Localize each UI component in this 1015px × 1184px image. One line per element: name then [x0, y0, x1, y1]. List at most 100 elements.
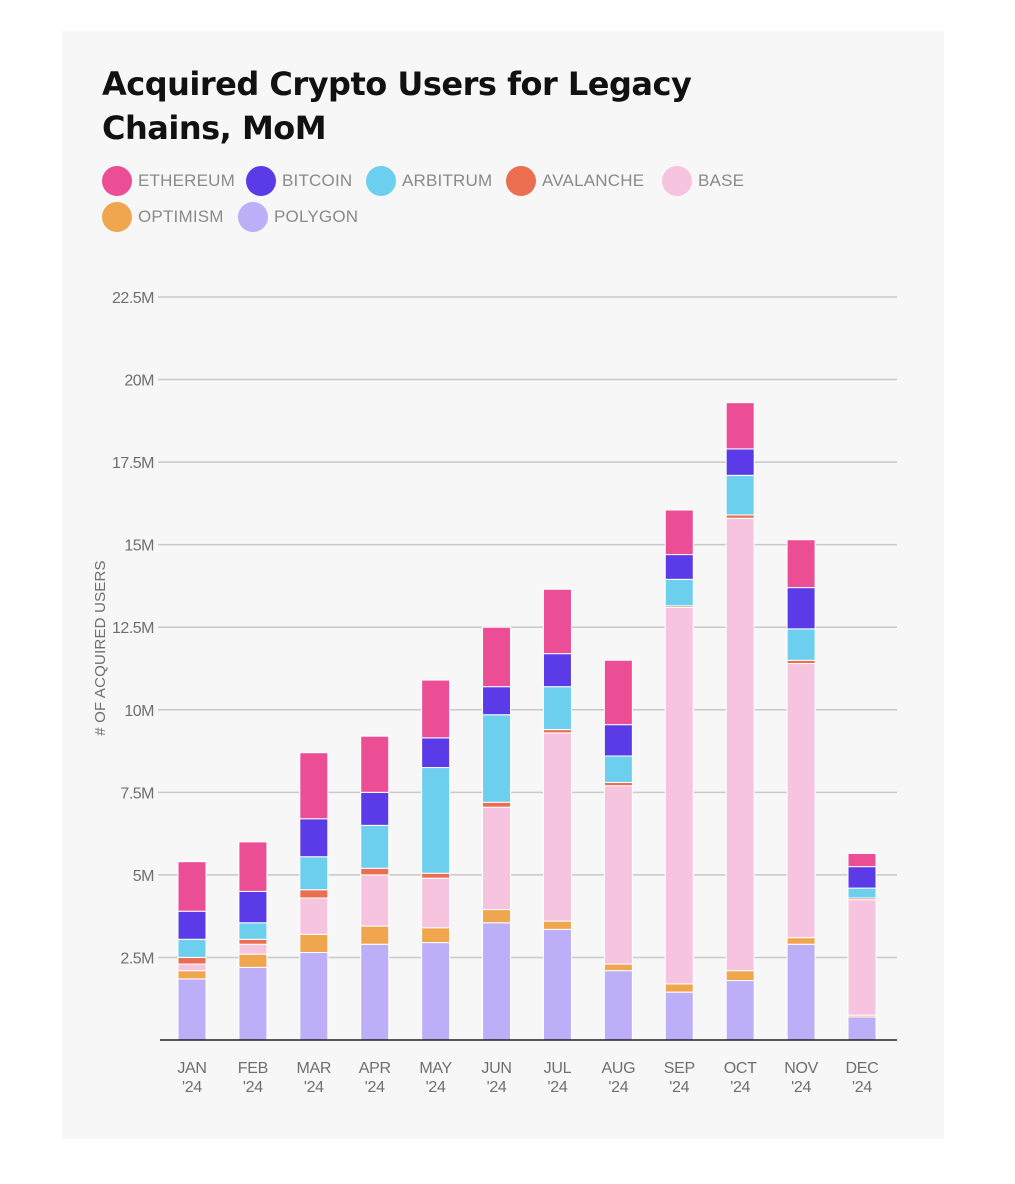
- legend-swatch-ethereum: [102, 166, 132, 196]
- x-tick-label-month: JUL: [544, 1060, 572, 1077]
- bar-segment-base: [299, 897, 329, 935]
- bar-segment-optimism: [177, 970, 207, 980]
- chart-title: Acquired Crypto Users for Legacy Chains,…: [102, 65, 692, 147]
- bar-segment-base: [421, 877, 451, 929]
- bar-segment-ethereum: [238, 841, 268, 892]
- bar-segment-base: [725, 517, 755, 972]
- bar-segment-ethereum: [360, 735, 390, 793]
- bar-segment-polygon: [421, 942, 451, 1041]
- bar-segment-optimism: [421, 927, 451, 944]
- y-tick-labels: 2.5M 5M 7.5M 10M 12.5M 15M 17.5M 20M 22.5M: [112, 290, 155, 967]
- bar-segment-base: [360, 874, 390, 927]
- legend-swatch-avalanche: [506, 166, 536, 196]
- bar-segment-arbitrum: [482, 714, 512, 803]
- bar-segment-polygon: [482, 922, 512, 1041]
- legend-item-bitcoin: BITCOIN: [246, 164, 352, 198]
- bar-segment-optimism: [542, 920, 572, 930]
- bar-segment-optimism: [482, 909, 512, 924]
- bar-segment-polygon: [360, 943, 390, 1041]
- bar-segment-arbitrum: [238, 922, 268, 940]
- bar-stack-feb: [238, 841, 268, 1041]
- y-tick-label: 10M: [124, 703, 154, 720]
- bar-segment-arbitrum: [786, 628, 816, 661]
- bar-segment-arbitrum: [664, 578, 694, 607]
- bar-stack-nov: [786, 539, 816, 1041]
- legend-label-arbitrum: ARBITRUM: [402, 171, 493, 190]
- bar-segment-ethereum: [299, 752, 329, 820]
- y-axis-title: # OF ACQUIRED USERS: [92, 560, 109, 736]
- legend-swatch-bitcoin: [246, 166, 276, 196]
- legend-item-ethereum: ETHEREUM: [102, 164, 235, 198]
- legend-label-optimism: OPTIMISM: [138, 207, 224, 226]
- x-tick-label-year: '24: [304, 1079, 324, 1096]
- bar-segment-arbitrum: [299, 856, 329, 891]
- legend-swatch-polygon: [238, 202, 268, 232]
- bar-segment-bitcoin: [786, 587, 816, 630]
- legend-item-base: BASE: [662, 164, 744, 198]
- bar-segment-arbitrum: [542, 686, 572, 731]
- bar-segment-bitcoin: [603, 724, 633, 757]
- bar-stacks: [177, 402, 877, 1041]
- bar-stack-oct: [725, 402, 755, 1041]
- x-tick-label-year: '24: [182, 1079, 202, 1096]
- y-tick-label: 17.5M: [112, 455, 154, 472]
- x-tick-label-month: JUN: [481, 1060, 511, 1077]
- bar-stack-jul: [542, 588, 572, 1041]
- legend-label-base: BASE: [698, 171, 745, 190]
- bar-segment-polygon: [603, 970, 633, 1041]
- bar-segment-optimism: [786, 937, 816, 945]
- bar-segment-avalanche: [482, 801, 512, 808]
- x-tick-label-year: '24: [426, 1079, 446, 1096]
- bar-segment-avalanche: [299, 889, 329, 899]
- bar-segment-ethereum: [725, 402, 755, 450]
- bar-segment-polygon: [664, 991, 694, 1041]
- bar-stack-may: [421, 679, 451, 1041]
- bar-segment-ethereum: [603, 659, 633, 726]
- legend-swatch-base: [662, 166, 692, 196]
- bar-stack-apr: [360, 735, 390, 1041]
- bar-segment-base: [482, 806, 512, 911]
- x-tick-label-month: JAN: [177, 1060, 206, 1077]
- bar-segment-arbitrum: [177, 938, 207, 958]
- bar-segment-ethereum: [847, 852, 877, 868]
- bar-segment-bitcoin: [299, 818, 329, 858]
- bar-segment-arbitrum: [725, 474, 755, 516]
- y-tick-label: 12.5M: [112, 620, 154, 637]
- x-tick-label-year: '24: [730, 1079, 750, 1096]
- bar-segment-ethereum: [421, 679, 451, 739]
- bar-segment-polygon: [542, 928, 572, 1041]
- legend-label-avalanche: AVALANCHE: [542, 171, 645, 190]
- x-tick-labels: JAN '24 FEB '24 MAR '24 APR '24 MAY '24 JUN '24 JUL '…: [177, 1060, 878, 1096]
- bar-segment-avalanche: [421, 872, 451, 879]
- bar-stack-mar: [299, 752, 329, 1041]
- bar-segment-base: [177, 963, 207, 972]
- bar-segment-polygon: [238, 966, 268, 1041]
- bar-segment-base: [786, 663, 816, 939]
- x-tick-label-month: MAY: [419, 1060, 452, 1077]
- y-tick-label: 7.5M: [120, 785, 154, 802]
- bar-segment-optimism: [725, 970, 755, 982]
- bar-segment-ethereum: [664, 509, 694, 556]
- bar-segment-polygon: [847, 1016, 877, 1041]
- bar-segment-avalanche: [177, 956, 207, 965]
- bar-stack-dec: [847, 852, 877, 1041]
- bar-segment-ethereum: [177, 861, 207, 912]
- bar-segment-bitcoin: [664, 554, 694, 580]
- x-tick-label-year: '24: [487, 1079, 507, 1096]
- legend-label-ethereum: ETHEREUM: [138, 171, 235, 190]
- bar-segment-bitcoin: [238, 890, 268, 924]
- bar-segment-base: [542, 732, 572, 922]
- bar-segment-arbitrum: [603, 755, 633, 783]
- x-tick-label-year: '24: [243, 1079, 263, 1096]
- x-tick-label-year: '24: [547, 1079, 567, 1096]
- y-tick-label: 20M: [124, 373, 154, 390]
- bar-segment-bitcoin: [725, 448, 755, 476]
- legend-label-bitcoin: BITCOIN: [282, 171, 353, 190]
- legend-item-arbitrum: ARBITRUM: [366, 164, 492, 198]
- y-tick-label: 5M: [133, 868, 154, 885]
- bar-segment-avalanche: [238, 938, 268, 945]
- x-tick-label-year: '24: [608, 1079, 628, 1096]
- x-tick-label-year: '24: [791, 1079, 811, 1096]
- bar-segment-polygon: [786, 943, 816, 1041]
